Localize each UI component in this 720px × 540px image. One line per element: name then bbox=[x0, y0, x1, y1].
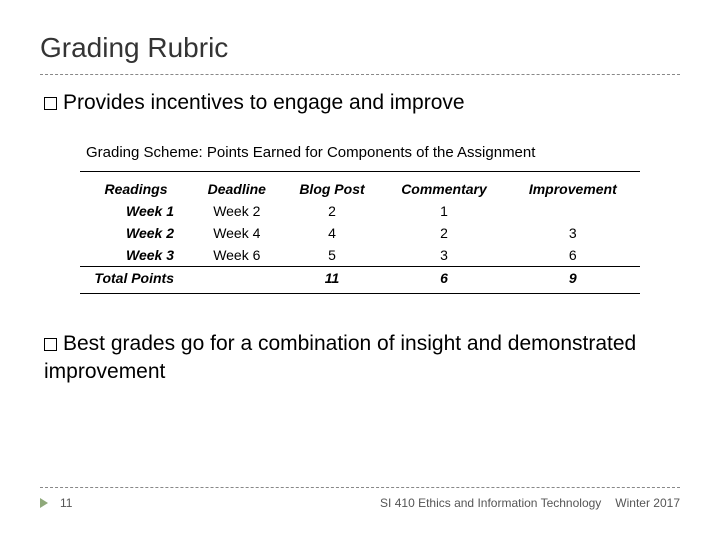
th-blogpost: Blog Post bbox=[282, 178, 383, 200]
cell: 6 bbox=[382, 267, 505, 289]
bullet-box-icon bbox=[44, 338, 57, 351]
cell bbox=[192, 267, 282, 289]
slide-title: Grading Rubric bbox=[40, 32, 680, 70]
footer-divider bbox=[40, 487, 680, 488]
table-row: Week 1 Week 2 2 1 bbox=[80, 200, 640, 222]
row-label: Week 2 bbox=[80, 222, 192, 244]
table-totals-row: Total Points 11 6 9 bbox=[80, 267, 640, 289]
cell: 5 bbox=[282, 244, 383, 266]
th-readings: Readings bbox=[80, 178, 192, 200]
term-label: Winter 2017 bbox=[615, 496, 680, 510]
bullet-1: Provides incentives to engage and improv… bbox=[44, 89, 680, 116]
th-deadline: Deadline bbox=[192, 178, 282, 200]
table-title: Grading Scheme: Points Earned for Compon… bbox=[80, 144, 640, 161]
slide-footer: 11 SI 410 Ethics and Information Technol… bbox=[40, 487, 680, 510]
row-label: Week 3 bbox=[80, 244, 192, 266]
row-label: Week 1 bbox=[80, 200, 192, 222]
arrow-right-icon bbox=[40, 498, 48, 508]
table-row: Week 2 Week 4 4 2 3 bbox=[80, 222, 640, 244]
page-number: 11 bbox=[60, 496, 72, 510]
table-rule-top bbox=[80, 171, 640, 172]
cell: 3 bbox=[382, 244, 505, 266]
bullet-2-lead: Best bbox=[63, 332, 105, 355]
table-rule-bottom bbox=[80, 293, 640, 294]
bullet-1-rest: incentives to engage and improve bbox=[145, 91, 465, 114]
bullet-box-icon bbox=[44, 97, 57, 110]
table-header-row: Readings Deadline Blog Post Commentary I… bbox=[80, 178, 640, 200]
course-name: SI 410 Ethics and Information Technology bbox=[380, 496, 601, 510]
cell: Week 4 bbox=[192, 222, 282, 244]
title-divider bbox=[40, 74, 680, 75]
bullet-2: Best grades go for a combination of insi… bbox=[44, 330, 680, 385]
th-improvement: Improvement bbox=[506, 178, 640, 200]
cell: 1 bbox=[382, 200, 505, 222]
cell bbox=[506, 200, 640, 222]
cell: Week 2 bbox=[192, 200, 282, 222]
bullet-2-rest: grades go for a combination of insight a… bbox=[44, 332, 636, 382]
cell: 11 bbox=[282, 267, 383, 289]
totals-label: Total Points bbox=[80, 267, 192, 289]
bullet-1-lead: Provides bbox=[63, 91, 145, 114]
cell: Week 6 bbox=[192, 244, 282, 266]
cell: 6 bbox=[506, 244, 640, 266]
cell: 9 bbox=[506, 267, 640, 289]
cell: 2 bbox=[282, 200, 383, 222]
footer-row: 11 SI 410 Ethics and Information Technol… bbox=[40, 496, 680, 510]
cell: 3 bbox=[506, 222, 640, 244]
grading-table-block: Grading Scheme: Points Earned for Compon… bbox=[80, 144, 640, 294]
cell: 2 bbox=[382, 222, 505, 244]
grading-table: Readings Deadline Blog Post Commentary I… bbox=[80, 178, 640, 289]
th-commentary: Commentary bbox=[382, 178, 505, 200]
cell: 4 bbox=[282, 222, 383, 244]
table-row: Week 3 Week 6 5 3 6 bbox=[80, 244, 640, 266]
slide: Grading Rubric Provides incentives to en… bbox=[0, 0, 720, 540]
